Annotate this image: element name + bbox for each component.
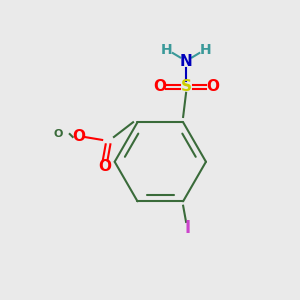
Text: I: I — [184, 219, 190, 237]
Text: H: H — [200, 43, 211, 57]
Text: O: O — [153, 80, 166, 94]
Text: O: O — [206, 80, 219, 94]
Text: O: O — [72, 130, 85, 145]
Text: O: O — [53, 129, 63, 139]
Text: S: S — [181, 80, 192, 94]
Text: O: O — [99, 159, 112, 174]
Text: H: H — [161, 43, 173, 57]
Text: N: N — [180, 54, 192, 69]
